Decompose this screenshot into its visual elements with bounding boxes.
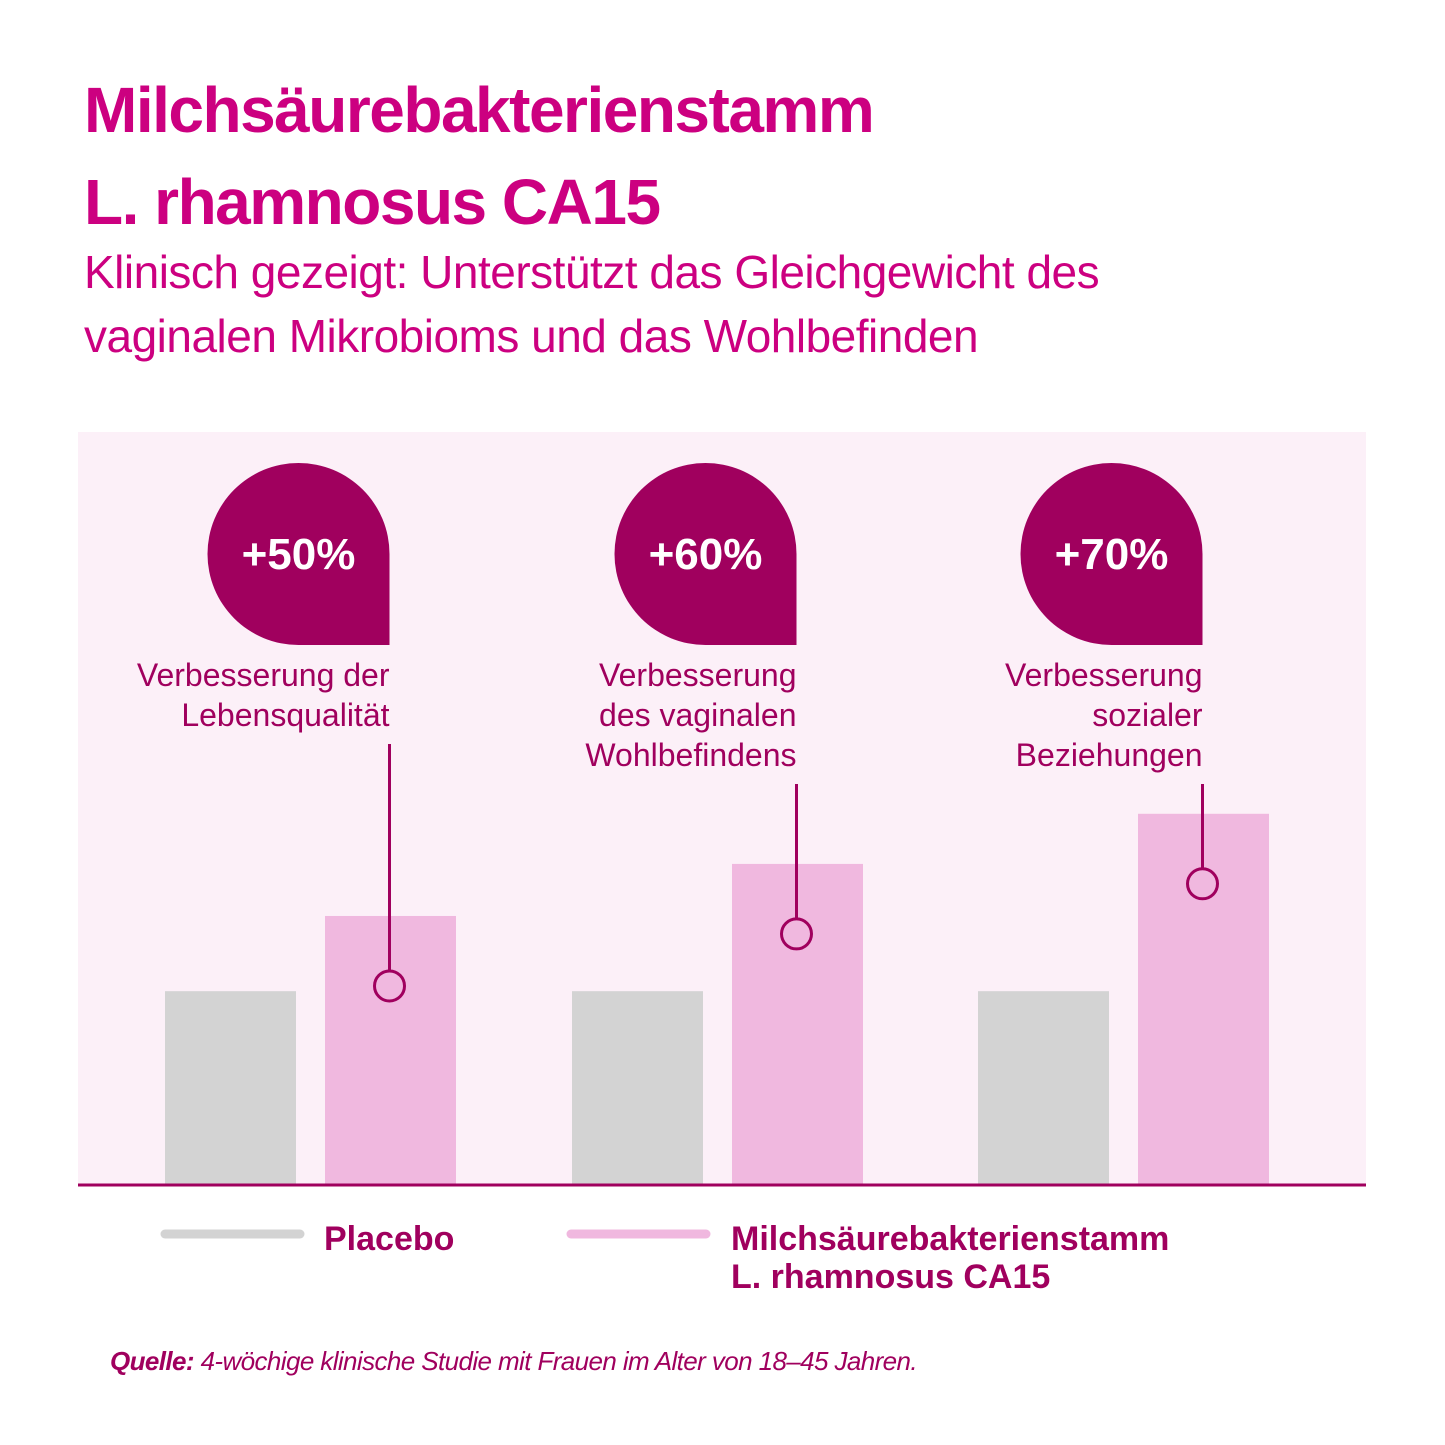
category-label-2-line-3: Wohlbefindens	[585, 737, 796, 773]
connector-marker-3	[1186, 867, 1219, 901]
percentage-badge-3	[1020, 463, 1203, 645]
legend-label-probiotic-line-1: Milchsäurebakterienstamm	[731, 1220, 1170, 1258]
source-note: Quelle: 4-wöchige klinische Studie mit F…	[110, 1346, 918, 1377]
category-label-3-line-2: sozialer	[1092, 697, 1203, 733]
chart-title: Milchsäurebakterienstamm L. rhamnosus CA…	[84, 64, 875, 248]
percentage-badge-value-1: +50%	[242, 530, 356, 579]
category-label-1-line-1: Verbesserung der	[137, 657, 390, 693]
percentage-badge-value-3: +70%	[1055, 530, 1169, 579]
bar-placebo-2	[572, 991, 703, 1184]
category-label-2-line-2: des vaginalen	[599, 697, 796, 733]
bar-probiotic-3	[1138, 813, 1269, 1184]
chart-subtitle: Klinisch gezeigt: Unterstützt das Gleich…	[84, 240, 1100, 368]
bar-placebo-1	[165, 991, 296, 1184]
percentage-badge-1	[207, 463, 390, 645]
legend-label-placebo-line-1: Placebo	[324, 1220, 455, 1258]
connector-marker-2	[780, 917, 813, 951]
chart-title-line-2: L. rhamnosus CA15	[84, 166, 661, 238]
legend-label-probiotic: Milchsäurebakterienstamm L. rhamnosus CA…	[731, 1220, 1169, 1296]
percentage-badge-value-2: +60%	[649, 530, 763, 579]
category-label-3-line-3: Beziehungen	[1016, 737, 1203, 773]
category-label-2-line-1: Verbesserung	[599, 657, 796, 693]
source-prefix: Quelle:	[110, 1346, 195, 1376]
chart-title-line-1: Milchsäurebakterienstamm	[84, 74, 875, 146]
chart-subtitle-line-1: Klinisch gezeigt: Unterstützt das Gleich…	[84, 246, 1100, 298]
bar-placebo-3	[978, 991, 1109, 1184]
percentage-badge-2	[614, 463, 797, 645]
chart-subtitle-line-2: vaginalen Mikrobioms und das Wohlbefinde…	[84, 310, 979, 362]
legend-label-probiotic-line-2: L. rhamnosus CA15	[731, 1258, 1051, 1296]
source-text: 4-wöchige klinische Studie mit Frauen im…	[200, 1346, 918, 1376]
category-label-1-line-2: Lebensqualität	[181, 697, 389, 733]
connector-marker-1	[373, 969, 406, 1003]
category-label-3-line-1: Verbesserung	[1005, 657, 1202, 693]
legend-label-placebo: Placebo	[324, 1220, 454, 1258]
